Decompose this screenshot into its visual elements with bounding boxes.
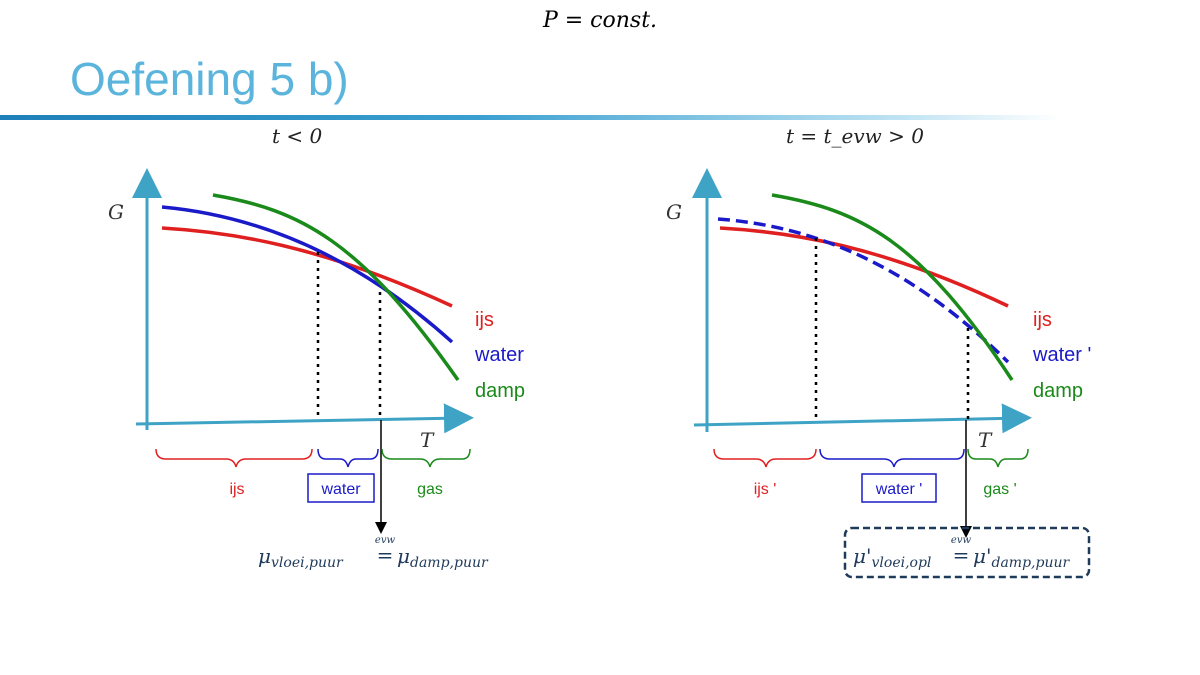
left-ijs-curve [161, 226, 453, 308]
left-brace-gas [381, 448, 471, 468]
svg-text:μ'vloei,opl: μ'vloei,opl [853, 544, 931, 571]
right-region-water: water ' [875, 481, 923, 498]
left-brace-ijs [155, 448, 313, 468]
left-eq-lhs-symbol: μ [258, 544, 271, 568]
left-region-gas: gas [417, 481, 443, 498]
left-region-ijs: ijs [229, 481, 244, 498]
left-x-axis [135, 403, 474, 434]
svg-text:μ'damp,puur: μ'damp,puur [973, 544, 1070, 571]
left-x-axis-label: T [420, 428, 435, 452]
left-legend-water: water [474, 344, 524, 366]
right-eq-rhs-sub: damp,puur [992, 555, 1071, 571]
right-legend-water: water ' [1032, 344, 1091, 366]
right-ijs-curve [719, 226, 1009, 308]
right-equation: μ'vloei,opl evw = μ'damp,puur [843, 526, 1091, 579]
left-brace-water [317, 448, 379, 468]
svg-text:μdamp,puur: μdamp,puur [397, 544, 489, 571]
right-brace-water [819, 448, 965, 468]
slide-title: Oefening 5 b) [70, 53, 349, 105]
left-equation: μvloei,puur evw = μdamp,puur [258, 535, 489, 571]
left-legend-ijs: ijs [475, 309, 494, 331]
right-legend-ijs: ijs [1033, 309, 1052, 331]
right-eq-over: evw [951, 535, 972, 546]
right-x-axis [693, 403, 1032, 434]
right-damp-curve [771, 193, 1014, 381]
left-eq-lhs-sub: vloei,puur [271, 555, 344, 571]
left-legend-damp: damp [475, 380, 525, 402]
right-region-ijs: ijs ' [754, 481, 777, 498]
left-region-water-box [307, 473, 375, 503]
right-eq-relation: = [953, 543, 970, 567]
right-x-axis-label: T [978, 428, 993, 452]
right-brace-gas [967, 448, 1029, 468]
pressure-constant-formula: P = const. [542, 8, 658, 33]
left-eq-over: evw [375, 535, 396, 546]
title-divider [0, 115, 1060, 120]
right-plot: G T ijs water ' damp ijs ' water ' gas '… [666, 168, 1091, 579]
right-condition: t = t_evw > 0 [786, 124, 924, 148]
right-eq-rhs-symbol: μ' [973, 544, 992, 568]
right-y-axis-label: G [666, 200, 682, 224]
right-eq-lhs-symbol: μ' [853, 544, 872, 568]
right-region-water-box [861, 473, 937, 503]
left-eq-rhs-sub: damp,puur [410, 555, 489, 571]
left-damp-curve [212, 193, 460, 382]
right-brace-ijs [713, 448, 817, 468]
left-region-water: water [320, 481, 361, 498]
left-y-axis-label: G [108, 200, 124, 224]
left-condition: t < 0 [272, 124, 323, 148]
right-equation-box [843, 526, 1091, 579]
right-eq-lhs-sub: vloei,opl [872, 555, 932, 571]
svg-text:μvloei,puur: μvloei,puur [258, 544, 344, 571]
right-legend-damp: damp [1033, 380, 1083, 402]
left-eq-relation: = [377, 543, 394, 567]
left-plot: G T ijs water damp ijs water gas μvloei,… [108, 168, 525, 571]
left-water-curve [161, 205, 454, 344]
left-eq-rhs-symbol: μ [397, 544, 410, 568]
right-water-curve [717, 217, 1010, 364]
right-region-gas: gas ' [983, 481, 1016, 498]
